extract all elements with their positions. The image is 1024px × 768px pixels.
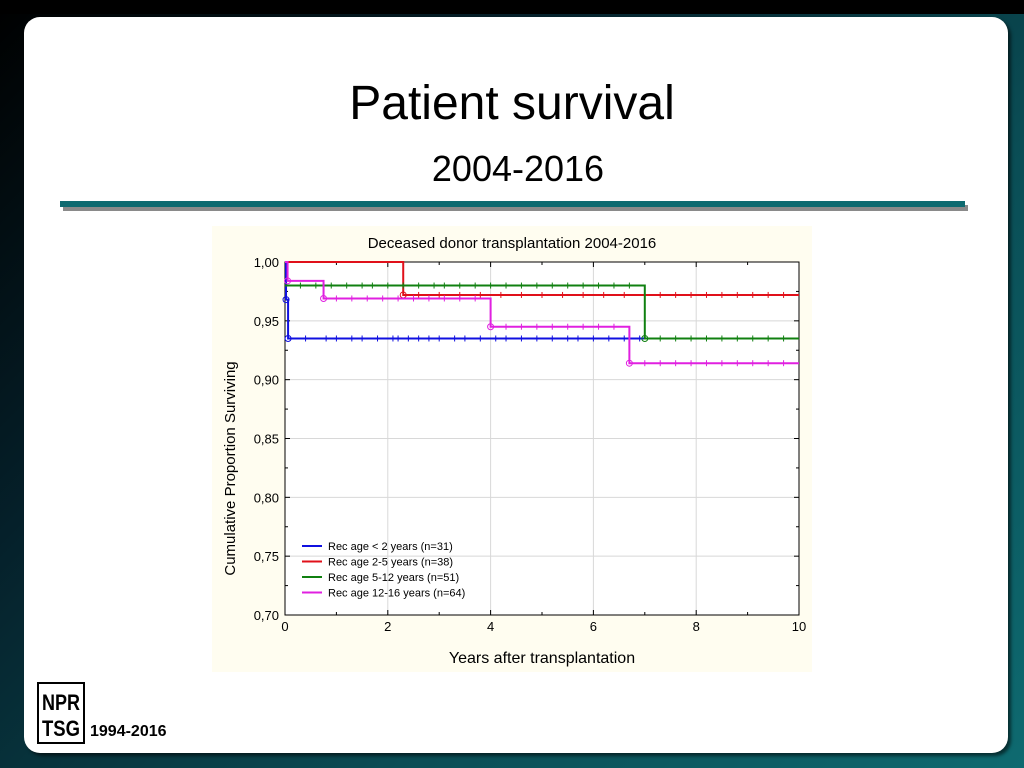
chart-title: Deceased donor transplantation 2004-2016 bbox=[368, 235, 657, 252]
x-tick-label: 10 bbox=[792, 619, 806, 634]
y-tick-label: 0,90 bbox=[254, 373, 279, 388]
y-tick-label: 0,85 bbox=[254, 432, 279, 447]
logo-text-bottom: TSG bbox=[42, 716, 80, 741]
chart-svg: 0 2 4 6 8 10 0,70 0,75 0,80 0,85 0,90 0,95 1,00 Decea… bbox=[212, 226, 812, 672]
nprtsg-logo: NPR TSG bbox=[37, 682, 85, 744]
logo-text-top: NPR bbox=[42, 690, 80, 715]
title-rule-shadow bbox=[63, 205, 968, 211]
x-axis-label: Years after transplantation bbox=[449, 650, 635, 667]
top-dark-bar bbox=[0, 0, 1024, 14]
slide-subtitle: 2004-2016 bbox=[431, 148, 605, 189]
legend-label: Rec age 2-5 years (n=38) bbox=[328, 557, 453, 569]
series-line bbox=[285, 261, 799, 365]
event-marker bbox=[284, 277, 292, 285]
x-tick-label: 0 bbox=[281, 619, 288, 634]
x-tick-label: 4 bbox=[487, 619, 494, 634]
x-tick-label: 2 bbox=[384, 619, 391, 634]
event-marker bbox=[487, 323, 495, 331]
event-marker bbox=[284, 334, 292, 342]
y-axis-label: Cumulative Proportion Surviving bbox=[222, 361, 239, 575]
y-tick-label: 0,70 bbox=[254, 608, 279, 623]
legend-label: Rec age 5-12 years (n=51) bbox=[328, 572, 459, 584]
event-marker bbox=[641, 334, 649, 342]
slide-title: Patient survival bbox=[349, 77, 675, 130]
logo-frame bbox=[37, 682, 85, 744]
y-tick-label: 1,00 bbox=[254, 255, 279, 270]
survival-chart: 0 2 4 6 8 10 0,70 0,75 0,80 0,85 0,90 0,95 1,00 Decea… bbox=[212, 226, 812, 672]
x-tick-label: 8 bbox=[693, 619, 700, 634]
y-tick-label: 0,95 bbox=[254, 314, 279, 329]
legend-label: Rec age < 2 years (n=31) bbox=[328, 541, 453, 553]
x-tick-label: 6 bbox=[590, 619, 597, 634]
title-rule bbox=[60, 201, 965, 207]
footer-years: 1994-2016 bbox=[90, 723, 167, 740]
legend-label: Rec age 12-16 years (n=64) bbox=[328, 588, 465, 600]
y-tick-label: 0,75 bbox=[254, 549, 279, 564]
event-marker bbox=[320, 294, 328, 302]
series-line bbox=[285, 261, 799, 296]
event-marker bbox=[625, 359, 633, 367]
y-tick-label: 0,80 bbox=[254, 490, 279, 505]
event-marker bbox=[282, 296, 290, 304]
